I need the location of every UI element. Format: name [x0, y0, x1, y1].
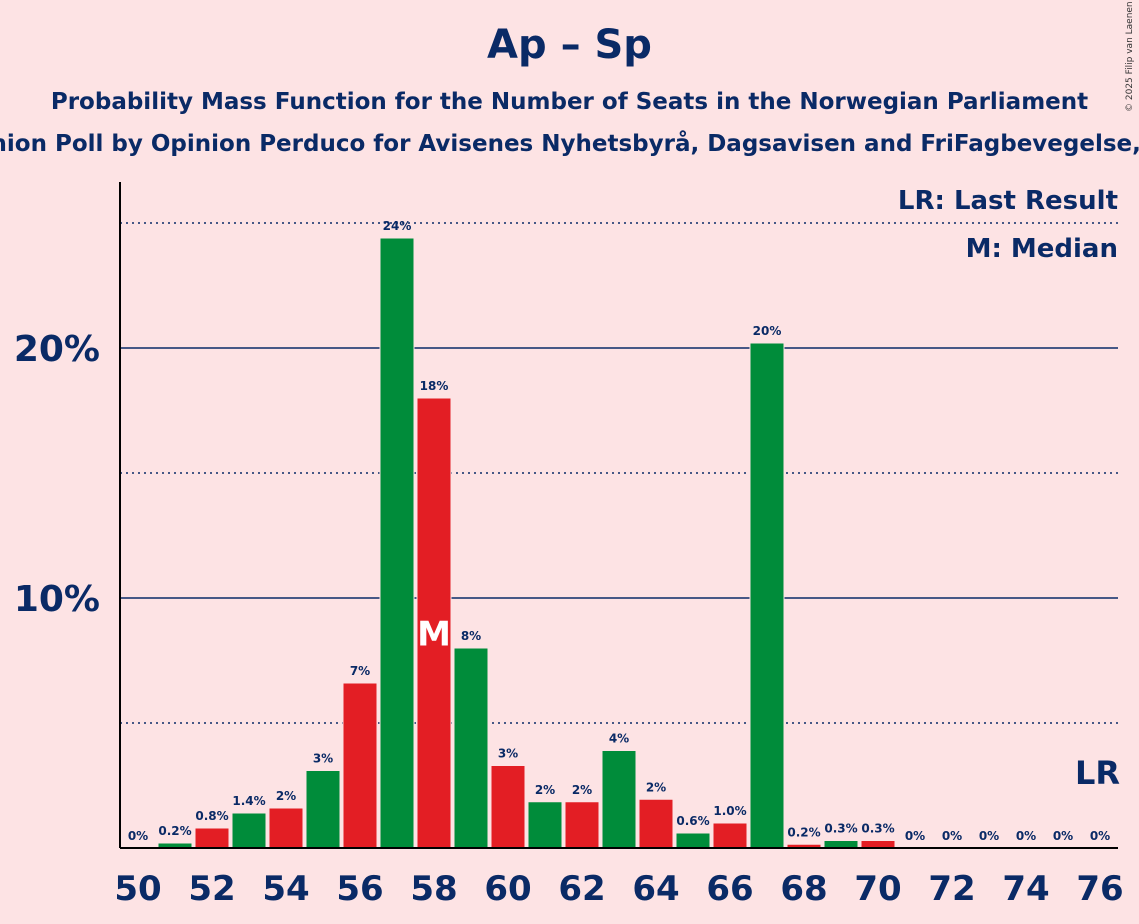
x-tick-label: 70 [854, 869, 901, 909]
x-tick-label: 76 [1076, 869, 1123, 909]
value-label: 0% [905, 829, 925, 843]
value-label: 7% [350, 664, 370, 678]
y-tick-label: 20% [14, 329, 100, 370]
x-tick-label: 72 [928, 869, 975, 909]
x-tick-label: 64 [632, 869, 679, 909]
value-label: 0% [1090, 829, 1110, 843]
value-label: 8% [461, 629, 481, 643]
value-label: 0% [1016, 829, 1036, 843]
x-tick-label: 50 [114, 869, 161, 909]
bar-seat-57 [379, 237, 415, 849]
x-tick-label: 58 [410, 869, 457, 909]
value-label: 0% [1053, 829, 1073, 843]
x-tick-label: 60 [484, 869, 531, 909]
value-label: 0.2% [787, 825, 820, 839]
value-label: 0.3% [861, 822, 894, 836]
bar-seat-65 [675, 832, 711, 849]
value-label: 1.4% [232, 794, 265, 808]
bar-seat-62 [564, 801, 600, 849]
bar-seat-69 [823, 840, 859, 849]
bar-seat-67 [749, 342, 785, 849]
value-label: 1.0% [713, 804, 746, 818]
x-tick-label: 56 [336, 869, 383, 909]
value-label: 2% [535, 783, 555, 797]
y-tick-label: 10% [14, 579, 100, 620]
bar-seat-66 [712, 822, 748, 849]
legend-entry: LR: Last Result [898, 186, 1118, 216]
bar-seat-64 [638, 798, 674, 849]
value-label: 4% [609, 732, 629, 746]
x-tick-label: 62 [558, 869, 605, 909]
bar-seat-52 [194, 827, 230, 849]
value-label: 0.6% [676, 814, 709, 828]
value-label: 2% [572, 783, 592, 797]
value-label: 0.8% [195, 809, 228, 823]
value-label: 0.2% [158, 824, 191, 838]
value-label: 0% [942, 829, 962, 843]
value-label: 20% [753, 324, 782, 338]
chart-subtitle: Probability Mass Function for the Number… [50, 89, 1089, 115]
value-label: 2% [646, 780, 666, 794]
bar-seat-54 [268, 807, 304, 849]
value-label: 0.3% [824, 822, 857, 836]
bar-seat-61 [527, 801, 563, 849]
x-tick-label: 74 [1002, 869, 1049, 909]
chart-subtitle-poll: Opinion Poll by Opinion Perduco for Avis… [0, 131, 1139, 157]
last-result-marker: LR [1075, 754, 1120, 792]
median-marker: M [417, 615, 451, 655]
x-tick-label: 52 [188, 869, 235, 909]
bar-seat-53 [231, 812, 267, 849]
bar-seat-59 [453, 647, 489, 849]
bar-seat-56 [342, 682, 378, 849]
bar-seat-58 [416, 397, 452, 849]
value-label: 2% [276, 789, 296, 803]
x-tick-label: 54 [262, 869, 309, 909]
value-label: 18% [420, 379, 449, 393]
value-label: 24% [383, 219, 412, 233]
value-label: 0% [979, 829, 999, 843]
bar-seat-60 [490, 765, 526, 849]
value-label: 3% [498, 747, 518, 761]
value-label: 3% [313, 752, 333, 766]
chart-title: Ap – Sp [487, 22, 652, 68]
x-tick-label: 66 [706, 869, 753, 909]
bar-seat-55 [305, 770, 341, 849]
legend-entry: M: Median [966, 234, 1118, 264]
bar-seat-63 [601, 750, 637, 849]
bar-seat-70 [860, 840, 896, 849]
x-tick-label: 68 [780, 869, 827, 909]
value-label: 0% [128, 829, 148, 843]
